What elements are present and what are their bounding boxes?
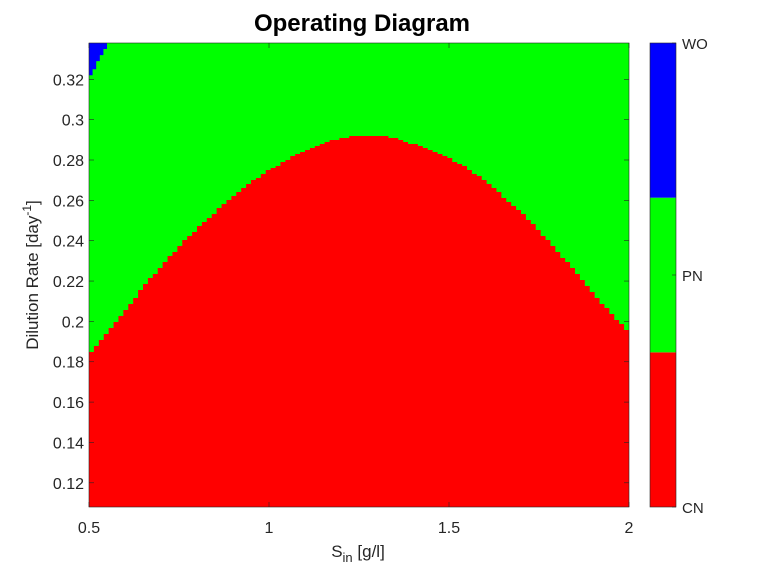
y-axis-label-close: ] xyxy=(23,200,42,205)
y-tick-label: 0.3 xyxy=(62,113,84,130)
x-tick-label: 1 xyxy=(265,520,274,537)
y-tick-label: 0.24 xyxy=(53,234,84,251)
y-axis-ticks: 0.12 0.14 0.16 0.18 0.2 0.22 0.24 0.26 0.28 0.3 0.… xyxy=(53,72,629,493)
y-axis-label: Dilution Rate [day-1] xyxy=(20,200,42,350)
region-wo xyxy=(89,43,109,76)
x-axis-label-subscript: in xyxy=(343,550,353,565)
y-tick-label: 0.32 xyxy=(53,72,84,89)
x-axis-label: Sin [g/l] xyxy=(331,542,385,565)
colorbar-tick-label: PN xyxy=(682,268,703,285)
y-tick-label: 0.2 xyxy=(62,314,84,331)
y-tick-label: 0.28 xyxy=(53,153,84,170)
x-tick-label: 0.5 xyxy=(78,520,100,537)
chart-title: Operating Diagram xyxy=(254,10,470,37)
x-tick-label: 1.5 xyxy=(438,520,460,537)
plot-frame xyxy=(88,42,630,508)
colorbar: CN PN WO xyxy=(649,36,708,517)
colorbar-segment-cn xyxy=(650,352,676,507)
y-axis-label-main: Dilution Rate [day xyxy=(23,215,42,350)
x-tick-label: 2 xyxy=(625,520,634,537)
y-tick-label: 0.26 xyxy=(53,193,84,210)
x-axis-label-main: S xyxy=(331,542,342,561)
x-axis-label-units: [g/l] xyxy=(353,542,385,561)
colorbar-segment-wo xyxy=(650,43,676,198)
y-tick-label: 0.18 xyxy=(53,355,84,372)
colorbar-tick-label: WO xyxy=(682,36,708,53)
y-tick-label: 0.16 xyxy=(53,395,84,412)
x-axis-ticks: 0.5 1 1.5 2 xyxy=(78,43,634,537)
colorbar-segment-pn xyxy=(650,197,676,353)
y-axis-label-superscript: -1 xyxy=(20,205,34,216)
y-tick-label: 0.12 xyxy=(53,476,84,493)
plot-area xyxy=(89,43,629,507)
y-tick-label: 0.14 xyxy=(53,435,84,452)
region-cn xyxy=(89,136,629,507)
colorbar-tick-label: CN xyxy=(682,500,704,517)
y-tick-label: 0.22 xyxy=(53,274,84,291)
